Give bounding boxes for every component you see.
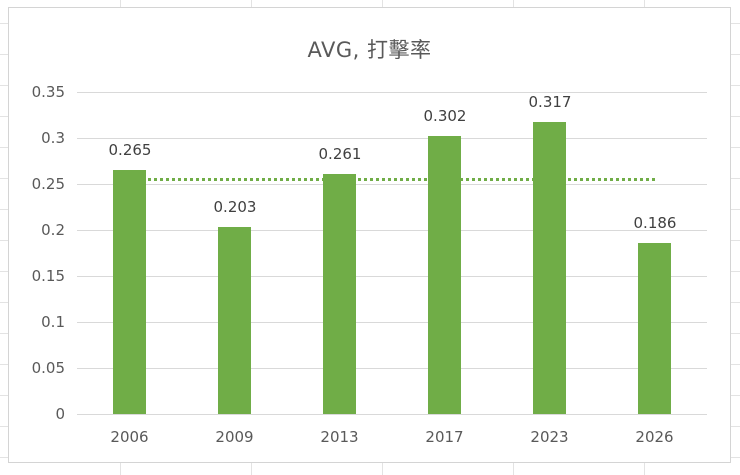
- data-label: 0.302: [423, 107, 467, 125]
- y-axis-tick-label: 0.35: [31, 83, 65, 101]
- y-axis-tick-label: 0.15: [31, 267, 65, 285]
- y-axis-tick-label: 0.25: [31, 175, 65, 193]
- y-axis-tick-label: 0.3: [41, 129, 65, 147]
- plot-area: 0 0.05 0.1 0.15 0.2 0.25 0.3 0.35 0.265 2006 0.203…: [9, 8, 730, 462]
- y-gridline: [77, 230, 707, 231]
- x-axis-tick-label: 2026: [635, 428, 674, 446]
- average-dotted-line: [129, 178, 655, 181]
- bar-2009[interactable]: [218, 227, 251, 414]
- bar-2006[interactable]: [113, 170, 146, 414]
- chart-container[interactable]: AVG, 打擊率 0 0.05 0.1 0.15 0.2 0.25 0.3 0.35 0.265…: [8, 7, 731, 463]
- data-label: 0.261: [318, 145, 362, 163]
- x-axis-tick-label: 2009: [215, 428, 254, 446]
- x-axis-tick-label: 2013: [320, 428, 359, 446]
- y-gridline: [77, 368, 707, 369]
- bar-2017[interactable]: [428, 136, 461, 414]
- y-gridline: [77, 414, 707, 415]
- y-gridline: [77, 322, 707, 323]
- bar-2026[interactable]: [638, 243, 671, 414]
- y-gridline: [77, 92, 707, 93]
- y-axis-tick-label: 0.2: [41, 221, 65, 239]
- y-axis-tick-label: 0.05: [31, 359, 65, 377]
- data-label: 0.317: [528, 93, 572, 111]
- data-label: 0.203: [213, 198, 257, 216]
- bar-2013[interactable]: [323, 174, 356, 414]
- y-gridline: [77, 276, 707, 277]
- x-axis-tick-label: 2017: [425, 428, 464, 446]
- x-axis-tick-label: 2023: [530, 428, 569, 446]
- chart-title: AVG, 打擊率: [307, 38, 432, 62]
- data-label: 0.265: [108, 141, 152, 159]
- y-gridline: [77, 184, 707, 185]
- y-gridline: [77, 138, 707, 139]
- bar-2023[interactable]: [533, 122, 566, 414]
- x-axis-tick-label: 2006: [110, 428, 149, 446]
- data-label: 0.186: [633, 214, 677, 232]
- y-axis-tick-label: 0: [55, 405, 65, 423]
- y-axis-tick-label: 0.1: [41, 313, 65, 331]
